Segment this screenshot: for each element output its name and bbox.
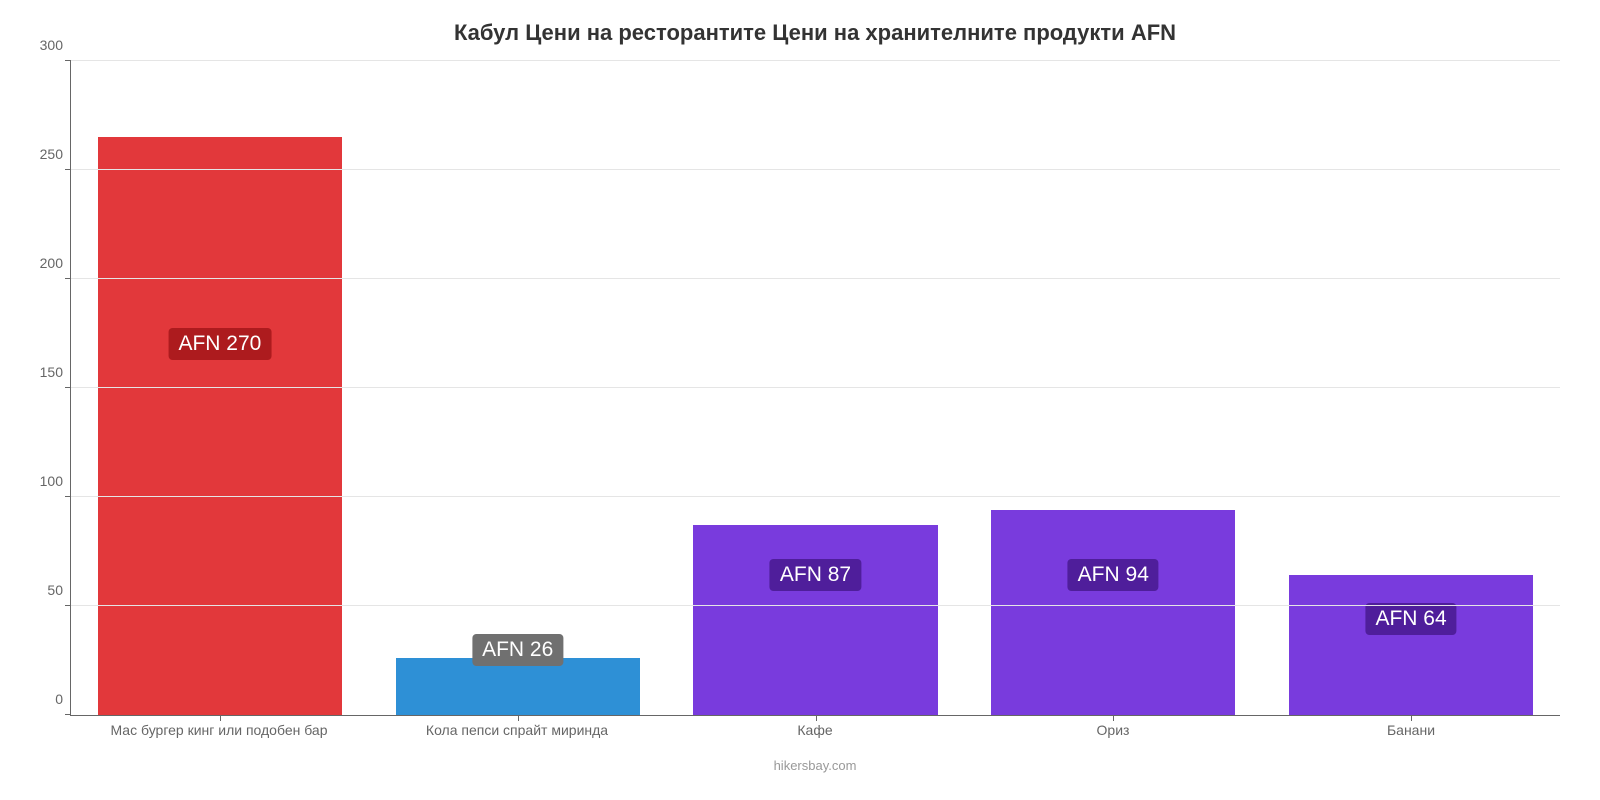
bar <box>98 137 342 715</box>
gridline <box>71 278 1560 279</box>
x-tick-mark <box>816 715 817 721</box>
bar-slot: AFN 270 <box>71 61 369 715</box>
bar <box>1289 575 1533 715</box>
bar-value-label: AFN 87 <box>770 559 861 591</box>
y-tick-mark <box>65 605 71 606</box>
y-tick-mark <box>65 60 71 61</box>
gridline <box>71 387 1560 388</box>
y-tick-mark <box>65 278 71 279</box>
x-tick-mark <box>1113 715 1114 721</box>
y-tick-label: 0 <box>55 691 71 707</box>
price-bar-chart: Кабул Цени на ресторантите Цени на храни… <box>0 0 1600 800</box>
bar-value-label: AFN 94 <box>1068 559 1159 591</box>
y-tick-mark <box>65 387 71 388</box>
chart-title: Кабул Цени на ресторантите Цени на храни… <box>70 20 1560 46</box>
bar <box>396 658 640 715</box>
bar-value-label: AFN 270 <box>168 328 271 360</box>
attribution-text: hikersbay.com <box>70 758 1560 773</box>
y-tick-label: 250 <box>40 146 71 162</box>
x-axis-labels: Мас бургер кинг или подобен барКола пепс… <box>70 722 1560 738</box>
gridline <box>71 169 1560 170</box>
bar-value-label: AFN 26 <box>472 634 563 666</box>
gridline <box>71 605 1560 606</box>
y-tick-mark <box>65 496 71 497</box>
x-tick-mark <box>1411 715 1412 721</box>
bar <box>693 525 937 715</box>
bar-slot: AFN 94 <box>964 61 1262 715</box>
bar-slot: AFN 87 <box>667 61 965 715</box>
y-tick-label: 150 <box>40 364 71 380</box>
x-axis-label: Ориз <box>964 722 1262 738</box>
x-tick-mark <box>518 715 519 721</box>
bars-row: AFN 270 AFN 26 AFN 87 AFN 94 AFN 64 <box>71 61 1560 715</box>
x-axis-label: Кафе <box>666 722 964 738</box>
bar-slot: AFN 26 <box>369 61 667 715</box>
y-tick-label: 200 <box>40 255 71 271</box>
y-tick-label: 50 <box>47 582 71 598</box>
x-axis-label: Мас бургер кинг или подобен бар <box>70 722 368 738</box>
x-tick-mark <box>220 715 221 721</box>
y-tick-mark <box>65 169 71 170</box>
gridline <box>71 60 1560 61</box>
bar <box>991 510 1235 715</box>
x-axis-label: Кола пепси спрайт миринда <box>368 722 666 738</box>
gridline <box>71 496 1560 497</box>
bar-value-label: AFN 64 <box>1365 603 1456 635</box>
bar-slot: AFN 64 <box>1262 61 1560 715</box>
y-tick-mark <box>65 714 71 715</box>
y-tick-label: 100 <box>40 473 71 489</box>
x-axis-label: Банани <box>1262 722 1560 738</box>
y-tick-label: 300 <box>40 37 71 53</box>
plot-area: AFN 270AFN 26AFN 87AFN 94AFN 64 05010015… <box>70 61 1560 716</box>
